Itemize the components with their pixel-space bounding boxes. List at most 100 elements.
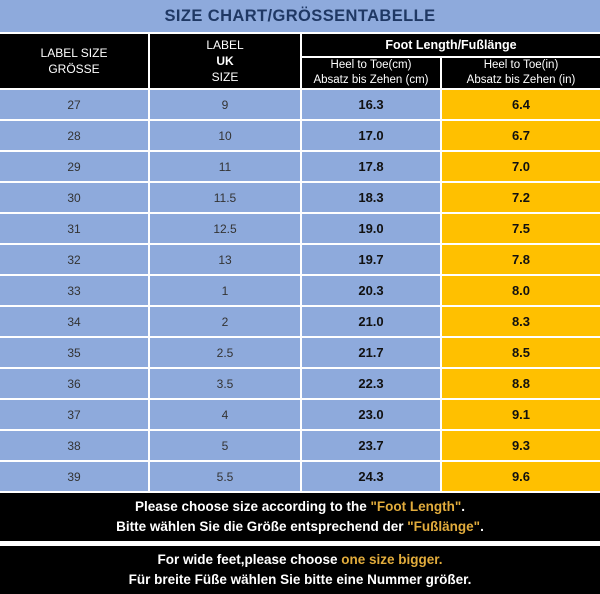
cell-label: 38 bbox=[0, 431, 148, 460]
col-header-foot-length-group: Foot Length/Fußlänge Heel to Toe(cm) Absa… bbox=[302, 34, 600, 88]
cell-inch: 8.3 bbox=[442, 307, 600, 336]
note-wide-feet: For wide feet,please choose one size big… bbox=[0, 546, 600, 594]
text-segment: "Foot Length" bbox=[370, 499, 462, 514]
table-row: 38 5 23.7 9.3 bbox=[0, 431, 600, 460]
table-body: 27 9 16.3 6.4 28 10 17.0 6.7 29 11 17.8 7.0 30 11.5 18… bbox=[0, 90, 600, 491]
cell-label: 35 bbox=[0, 338, 148, 367]
note-line: Bitte wählen Sie die Größe entsprechend … bbox=[0, 517, 600, 537]
cell-label: 28 bbox=[0, 121, 148, 150]
cell-label: 34 bbox=[0, 307, 148, 336]
header-line: Heel to Toe(cm) bbox=[330, 59, 412, 72]
note-line: For wide feet,please choose one size big… bbox=[0, 550, 600, 570]
cell-uk: 9 bbox=[150, 90, 300, 119]
header-line: Absatz bis Zehen (in) bbox=[466, 74, 576, 86]
cell-inch: 9.1 bbox=[442, 400, 600, 429]
cell-cm: 24.3 bbox=[302, 462, 440, 491]
cell-cm: 23.0 bbox=[302, 400, 440, 429]
cell-cm: 17.0 bbox=[302, 121, 440, 150]
header-line: GRÖSSE bbox=[48, 62, 100, 76]
header-line: Heel to Toe(in) bbox=[483, 59, 559, 72]
page-title: SIZE CHART/GRÖSSENTABELLE bbox=[0, 0, 600, 32]
cell-uk: 1 bbox=[150, 276, 300, 305]
cell-uk: 11 bbox=[150, 152, 300, 181]
table-row: 33 1 20.3 8.0 bbox=[0, 276, 600, 305]
table-row: 27 9 16.3 6.4 bbox=[0, 90, 600, 119]
col-header-heel-to-toe-cm: Heel to Toe(cm) Absatz bis Zehen (cm) bbox=[302, 58, 440, 88]
cell-label: 29 bbox=[0, 152, 148, 181]
col-header-label-size: LABEL SIZE GRÖSSE bbox=[0, 34, 148, 88]
cell-cm: 16.3 bbox=[302, 90, 440, 119]
cell-label: 39 bbox=[0, 462, 148, 491]
table-row: 31 12.5 19.0 7.5 bbox=[0, 214, 600, 243]
cell-inch: 7.8 bbox=[442, 245, 600, 274]
table-row: 30 11.5 18.3 7.2 bbox=[0, 183, 600, 212]
text-segment: . bbox=[461, 499, 466, 514]
table-row: 28 10 17.0 6.7 bbox=[0, 121, 600, 150]
text-segment: "Fußlänge" bbox=[407, 519, 481, 534]
cell-uk: 3.5 bbox=[150, 369, 300, 398]
cell-inch: 7.5 bbox=[442, 214, 600, 243]
cell-inch: 8.0 bbox=[442, 276, 600, 305]
cell-cm: 21.0 bbox=[302, 307, 440, 336]
cell-label: 27 bbox=[0, 90, 148, 119]
text-segment: one size bigger. bbox=[341, 552, 443, 567]
cell-label: 31 bbox=[0, 214, 148, 243]
table-row: 34 2 21.0 8.3 bbox=[0, 307, 600, 336]
cell-label: 33 bbox=[0, 276, 148, 305]
text-segment: Bitte wählen Sie die Größe entsprechend … bbox=[116, 519, 408, 534]
table-header: LABEL SIZE GRÖSSE LABEL UK SIZE Foot Leng… bbox=[0, 34, 600, 88]
cell-uk: 12.5 bbox=[150, 214, 300, 243]
cell-label: 36 bbox=[0, 369, 148, 398]
note-foot-length: Please choose size according to the "Foo… bbox=[0, 493, 600, 541]
cell-inch: 7.0 bbox=[442, 152, 600, 181]
table-row: 35 2.5 21.7 8.5 bbox=[0, 338, 600, 367]
note-line: Für breite Füße wählen Sie bitte eine Nu… bbox=[0, 570, 600, 590]
cell-cm: 22.3 bbox=[302, 369, 440, 398]
table-row: 36 3.5 22.3 8.8 bbox=[0, 369, 600, 398]
cell-cm: 23.7 bbox=[302, 431, 440, 460]
text-segment: . bbox=[480, 519, 484, 534]
header-line: Absatz bis Zehen (cm) bbox=[313, 74, 429, 86]
col-header-heel-to-toe-in: Heel to Toe(in) Absatz bis Zehen (in) bbox=[442, 58, 600, 88]
cell-cm: 20.3 bbox=[302, 276, 440, 305]
header-line: LABEL SIZE bbox=[40, 45, 108, 60]
cell-inch: 6.4 bbox=[442, 90, 600, 119]
cell-cm: 19.0 bbox=[302, 214, 440, 243]
table-row: 39 5.5 24.3 9.6 bbox=[0, 462, 600, 491]
text-segment: Für breite Füße wählen Sie bitte eine Nu… bbox=[128, 572, 472, 587]
text-segment: Please choose size according to the bbox=[134, 499, 371, 514]
table-row: 29 11 17.8 7.0 bbox=[0, 152, 600, 181]
cell-cm: 21.7 bbox=[302, 338, 440, 367]
cell-uk: 5.5 bbox=[150, 462, 300, 491]
cell-inch: 9.3 bbox=[442, 431, 600, 460]
cell-uk: 2.5 bbox=[150, 338, 300, 367]
note-line: Please choose size according to the "Foo… bbox=[0, 497, 600, 517]
col-header-foot-length: Foot Length/Fußlänge bbox=[302, 34, 600, 56]
foot-length-subheaders: Heel to Toe(cm) Absatz bis Zehen (cm) Hee… bbox=[302, 58, 600, 88]
cell-uk: 5 bbox=[150, 431, 300, 460]
cell-uk: 11.5 bbox=[150, 183, 300, 212]
cell-label: 30 bbox=[0, 183, 148, 212]
table-row: 32 13 19.7 7.8 bbox=[0, 245, 600, 274]
text-segment: LABEL bbox=[206, 37, 244, 52]
cell-uk: 2 bbox=[150, 307, 300, 336]
cell-inch: 8.8 bbox=[442, 369, 600, 398]
cell-cm: 19.7 bbox=[302, 245, 440, 274]
cell-label: 32 bbox=[0, 245, 148, 274]
cell-uk: 4 bbox=[150, 400, 300, 429]
cell-uk: 10 bbox=[150, 121, 300, 150]
cell-inch: 9.6 bbox=[442, 462, 600, 491]
cell-inch: 6.7 bbox=[442, 121, 600, 150]
table-row: 37 4 23.0 9.1 bbox=[0, 400, 600, 429]
cell-cm: 17.8 bbox=[302, 152, 440, 181]
text-segment: UK bbox=[216, 53, 234, 68]
text-segment: SIZE bbox=[211, 70, 239, 85]
cell-uk: 13 bbox=[150, 245, 300, 274]
cell-cm: 18.3 bbox=[302, 183, 440, 212]
cell-label: 37 bbox=[0, 400, 148, 429]
text-segment: For wide feet,please choose bbox=[157, 552, 342, 567]
cell-inch: 7.2 bbox=[442, 183, 600, 212]
cell-inch: 8.5 bbox=[442, 338, 600, 367]
col-header-uk-size: LABEL UK SIZE bbox=[150, 34, 300, 88]
